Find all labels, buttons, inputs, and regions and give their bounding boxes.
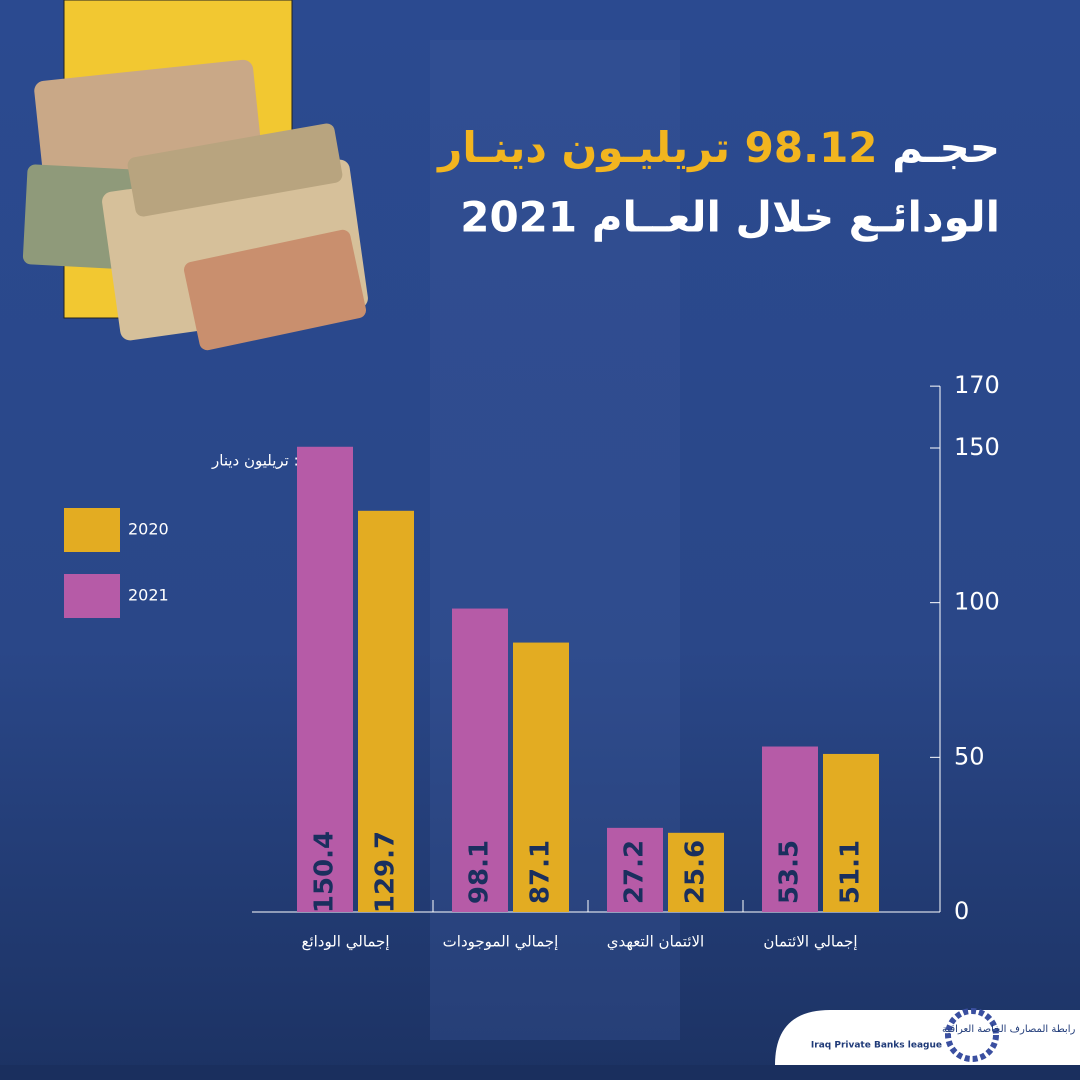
bottom-band <box>0 1065 1080 1080</box>
legend-swatch <box>64 508 120 552</box>
x-tick-label: الائتمان التعهدي <box>607 933 704 952</box>
logo-emblem <box>945 1008 999 1062</box>
title-line-1: حجـم 98.12 تريليـون دينـار <box>436 123 1000 173</box>
logo-arabic: رابطة المصارف الخاصة العراقية <box>942 1024 1075 1035</box>
value-label: 129.7 <box>371 831 401 913</box>
legend-swatch <box>64 574 120 618</box>
y-tick-label: 50 <box>954 742 985 770</box>
logo-english: Iraq Private Banks league <box>811 1041 942 1051</box>
bar <box>452 608 508 912</box>
y-tick-label: 170 <box>954 371 1000 399</box>
x-tick-label: إجمالي الودائع <box>301 933 389 952</box>
x-tick-label: إجمالي الائتمان <box>763 933 857 952</box>
value-label: 27.2 <box>620 840 650 904</box>
bar <box>823 753 879 912</box>
bar <box>668 832 724 912</box>
value-label: 150.4 <box>310 831 340 913</box>
value-label: 98.1 <box>465 840 495 904</box>
y-tick-label: 0 <box>954 897 969 925</box>
title-line-2: الودائـع خلال العــام 2021 <box>460 193 1000 243</box>
value-label: 51.1 <box>836 840 866 904</box>
bar <box>513 642 569 912</box>
y-tick-label: 150 <box>954 433 1000 461</box>
x-tick-label: إجمالي الموجودات <box>443 933 559 952</box>
bar <box>358 510 414 912</box>
value-label: 53.5 <box>775 840 805 904</box>
logo-panel <box>775 1010 1080 1065</box>
money-stacks <box>22 59 368 351</box>
bar <box>607 827 663 912</box>
value-label: 25.6 <box>681 840 711 904</box>
title-highlight: 98.12 تريليـون دينـار <box>436 123 877 173</box>
value-label: 87.1 <box>526 840 556 904</box>
y-tick-label: 100 <box>954 588 1000 616</box>
bar <box>297 446 353 912</box>
legend-label: 2021 <box>128 586 169 605</box>
title: حجـم <box>892 123 1000 172</box>
legend-label: 2020 <box>128 520 169 539</box>
bar <box>762 746 818 912</box>
